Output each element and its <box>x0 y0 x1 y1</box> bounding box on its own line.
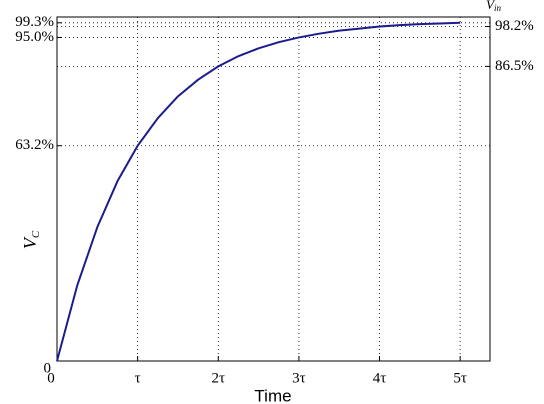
x-axis-label: Time <box>254 386 291 404</box>
x-tick-label: 0 <box>47 370 55 386</box>
x-tick-label: 4τ <box>373 370 387 386</box>
y-label-sub: C <box>30 230 42 238</box>
curve <box>56 21 461 362</box>
y-tick-label: 0 <box>44 360 52 376</box>
y-tick-label: 63.2% <box>15 137 54 153</box>
x-tick-label: τ <box>135 370 141 386</box>
y-axis-label: VC <box>20 230 41 249</box>
y2-label-main: V <box>486 0 496 12</box>
x-tick-label: 3τ <box>292 370 306 386</box>
x-tick-label: 2τ <box>212 370 226 386</box>
y-tick-label: 99.3% <box>15 14 54 30</box>
y2-label-sub: in <box>494 3 502 13</box>
y2-axis-label: Vin <box>486 0 501 13</box>
y2-tick-label: 86.5% <box>495 58 534 74</box>
y-label-main: V <box>20 236 40 249</box>
y-tick-label: 95.0% <box>15 29 54 45</box>
x-tick-label: 5τ <box>453 370 467 386</box>
y2-tick-label: 98.2% <box>495 18 534 34</box>
plot-frame <box>56 16 491 362</box>
